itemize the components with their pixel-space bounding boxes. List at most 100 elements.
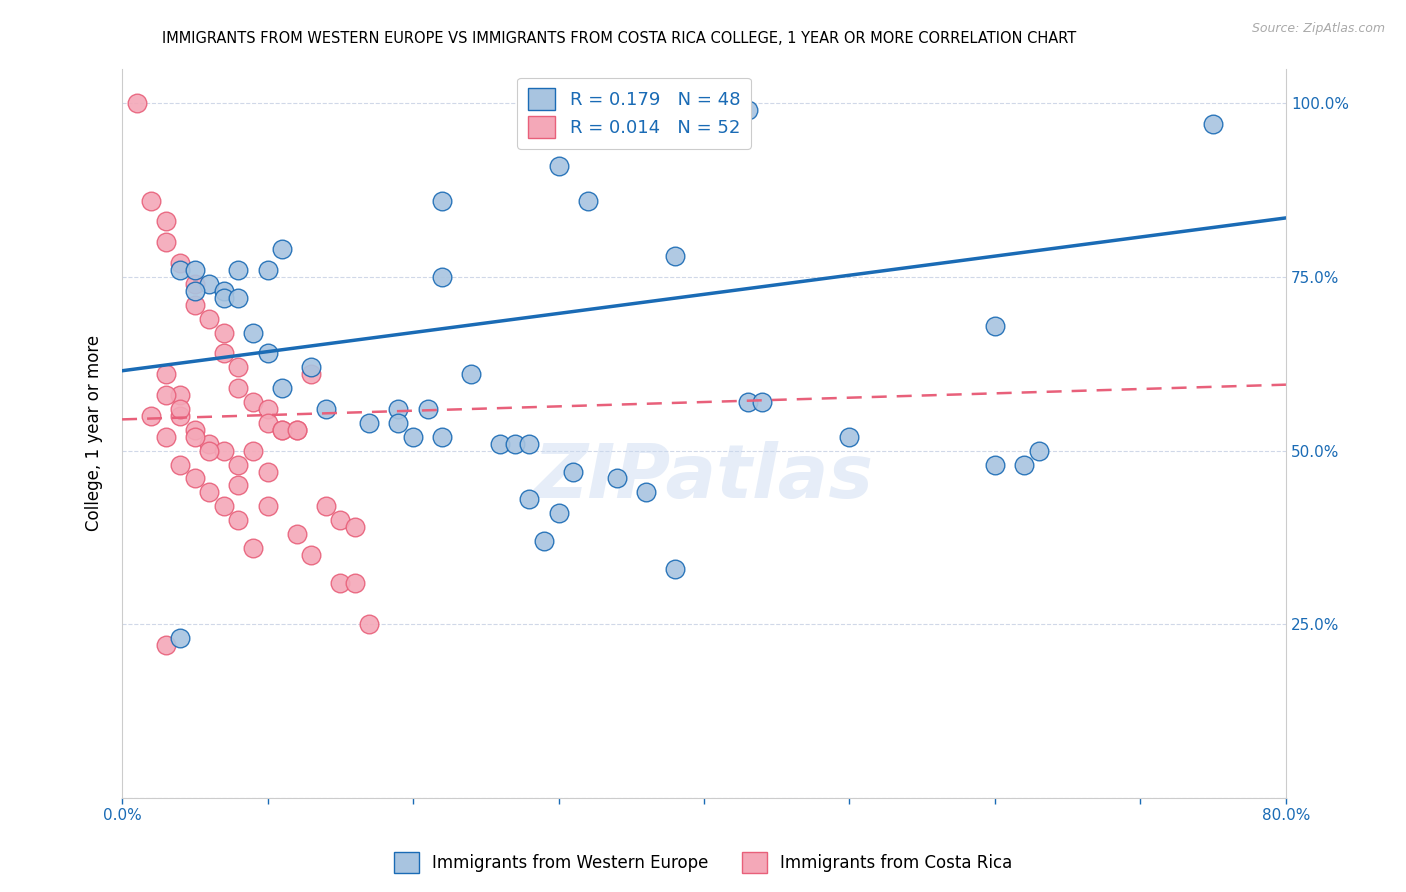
Point (519, 492, 541, 507)
Point (184, 430, 207, 444)
Point (721, 96, 744, 111)
Point (155, 638, 177, 652)
Point (576, 194, 599, 208)
Point (212, 500, 235, 514)
Point (256, 346, 278, 360)
Point (984, 318, 1007, 333)
Point (228, 263, 250, 277)
Point (198, 485, 221, 500)
Point (212, 291, 235, 305)
Point (242, 395, 264, 409)
Point (387, 401, 409, 416)
Point (169, 409, 191, 423)
Point (256, 465, 278, 479)
Point (256, 500, 278, 514)
Point (212, 284, 235, 298)
Point (547, 506, 569, 520)
Point (242, 443, 264, 458)
Point (228, 458, 250, 472)
Point (212, 346, 235, 360)
Text: ZIPatlas: ZIPatlas (534, 441, 875, 514)
Legend: R = 0.179   N = 48, R = 0.014   N = 52: R = 0.179 N = 48, R = 0.014 N = 52 (517, 78, 751, 149)
Text: Source: ZipAtlas.com: Source: ZipAtlas.com (1251, 22, 1385, 36)
Point (562, 465, 585, 479)
Point (155, 388, 177, 402)
Point (141, 194, 163, 208)
Point (315, 500, 337, 514)
Point (228, 513, 250, 527)
Point (228, 360, 250, 375)
Point (329, 575, 352, 590)
Point (416, 401, 439, 416)
Point (212, 443, 235, 458)
Point (155, 235, 177, 250)
Point (838, 430, 860, 444)
Text: IMMIGRANTS FROM WESTERN EUROPE VS IMMIGRANTS FROM COSTA RICA COLLEGE, 1 YEAR OR : IMMIGRANTS FROM WESTERN EUROPE VS IMMIGR… (162, 31, 1076, 46)
Point (198, 436, 221, 450)
Point (271, 423, 294, 437)
Point (606, 471, 628, 485)
Point (634, 485, 657, 500)
Point (169, 401, 191, 416)
Point (285, 527, 308, 541)
Point (256, 416, 278, 430)
Point (155, 430, 177, 444)
Point (271, 242, 294, 256)
Point (503, 436, 526, 450)
Point (299, 548, 322, 562)
Point (169, 458, 191, 472)
Point (184, 284, 207, 298)
Point (228, 291, 250, 305)
Point (343, 520, 366, 534)
Point (519, 436, 541, 450)
Point (169, 256, 191, 270)
Point (1028, 443, 1050, 458)
Point (1202, 117, 1225, 131)
Point (141, 409, 163, 423)
Point (359, 416, 381, 430)
Point (271, 381, 294, 395)
Point (547, 159, 569, 173)
Point (737, 103, 759, 118)
Point (285, 423, 308, 437)
Point (184, 298, 207, 312)
Y-axis label: College, 1 year or more: College, 1 year or more (86, 335, 103, 532)
Point (169, 263, 191, 277)
Point (212, 326, 235, 340)
Point (125, 96, 148, 111)
Point (198, 277, 221, 291)
Point (155, 214, 177, 228)
Point (242, 541, 264, 555)
Point (402, 430, 425, 444)
Point (430, 269, 453, 284)
Point (430, 430, 453, 444)
Point (299, 360, 322, 375)
Point (184, 277, 207, 291)
Point (751, 395, 773, 409)
Point (430, 194, 453, 208)
Point (664, 249, 686, 263)
Point (184, 423, 207, 437)
Point (184, 471, 207, 485)
Point (489, 436, 512, 450)
Point (198, 443, 221, 458)
Point (299, 368, 322, 382)
Legend: Immigrants from Western Europe, Immigrants from Costa Rica: Immigrants from Western Europe, Immigran… (387, 846, 1019, 880)
Point (155, 368, 177, 382)
Point (198, 311, 221, 326)
Point (387, 416, 409, 430)
Point (533, 533, 555, 548)
Point (359, 617, 381, 632)
Point (285, 423, 308, 437)
Point (242, 326, 264, 340)
Point (228, 381, 250, 395)
Point (169, 632, 191, 646)
Point (228, 478, 250, 492)
Point (169, 388, 191, 402)
Point (737, 395, 759, 409)
Point (664, 562, 686, 576)
Point (315, 401, 337, 416)
Point (256, 401, 278, 416)
Point (460, 368, 482, 382)
Point (271, 423, 294, 437)
